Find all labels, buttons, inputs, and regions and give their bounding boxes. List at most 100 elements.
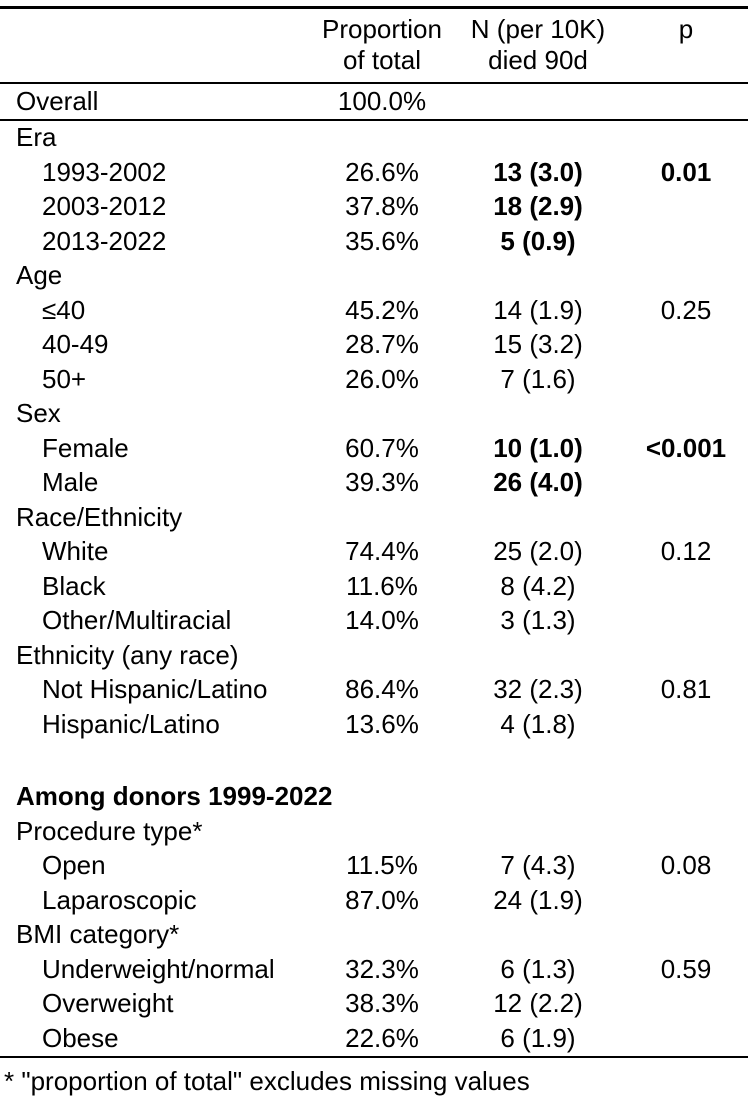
percent-cell: 74.4% — [345, 536, 419, 567]
header-n-cell: N (per 10K) died 90d — [452, 7, 624, 84]
p-cell — [624, 987, 748, 1022]
table-row: Hispanic/Latino 13.6% 4 (1.8) — [0, 707, 748, 742]
percent-cell: 14.0% — [345, 605, 419, 636]
percent-cell: 13.6% — [345, 708, 419, 739]
n-cell: 26 (4.0) — [493, 467, 583, 498]
section-row: Sex — [0, 397, 748, 432]
n-cell: 15 (3.2) — [493, 329, 583, 360]
row-label: Male — [42, 467, 99, 498]
header-n-line1: N (per 10K) — [470, 14, 606, 44]
row-label: Other/Multiracial — [42, 605, 232, 636]
row-label: 40-49 — [42, 329, 109, 360]
table-row: Male 39.3% 26 (4.0) — [0, 466, 748, 501]
header-percent-line1: Proportion — [322, 14, 442, 44]
table-row: Other/Multiracial 14.0% 3 (1.3) — [0, 604, 748, 639]
section-label: Race/Ethnicity — [16, 501, 183, 532]
table-row: 2003-2012 37.8% 18 (2.9) — [0, 190, 748, 225]
n-cell: 13 (3.0) — [493, 156, 583, 187]
table-row: 40-49 28.7% 15 (3.2) — [0, 328, 748, 363]
section-row: BMI category* — [0, 918, 748, 953]
n-cell: 4 (1.8) — [500, 708, 576, 739]
p-cell — [624, 83, 748, 121]
section-label: Among donors 1999-2022 — [16, 781, 333, 812]
p-cell — [624, 224, 748, 259]
p-cell: 0.12 — [660, 536, 712, 567]
table-row: Underweight/normal 32.3% 6 (1.3) 0.59 — [0, 952, 748, 987]
n-cell: 12 (2.2) — [493, 988, 583, 1019]
row-label: Underweight/normal — [42, 953, 275, 984]
percent-cell: 38.3% — [345, 988, 419, 1019]
header-n-line2: died 90d — [488, 45, 588, 75]
p-cell — [624, 569, 748, 604]
table-row: Black 11.6% 8 (4.2) — [0, 569, 748, 604]
p-cell: 0.25 — [660, 294, 712, 325]
table-row: 1993-2002 26.6% 13 (3.0) 0.01 — [0, 155, 748, 190]
table-row: ≤40 45.2% 14 (1.9) 0.25 — [0, 293, 748, 328]
p-cell — [624, 362, 748, 397]
n-cell: 14 (1.9) — [493, 294, 583, 325]
row-label: 1993-2002 — [42, 156, 167, 187]
row-label: Hispanic/Latino — [42, 708, 220, 739]
percent-cell: 86.4% — [345, 674, 419, 705]
p-cell — [624, 190, 748, 225]
section-row: Ethnicity (any race) — [0, 638, 748, 673]
percent-cell: 26.6% — [345, 156, 419, 187]
header-label-cell — [0, 7, 312, 84]
table-row: Open 11.5% 7 (4.3) 0.08 — [0, 849, 748, 884]
row-label: Laparoscopic — [42, 884, 197, 915]
row-label: White — [42, 536, 109, 567]
p-cell: 0.59 — [660, 953, 712, 984]
percent-cell: 28.7% — [345, 329, 419, 360]
table-row: Obese 22.6% 6 (1.9) — [0, 1021, 748, 1058]
header-row: Proportion of total N (per 10K) died 90d… — [0, 7, 748, 84]
percent-cell: 11.5% — [346, 850, 418, 881]
p-cell — [624, 328, 748, 363]
n-cell: 6 (1.9) — [452, 1021, 624, 1058]
percent-cell: 39.3% — [345, 467, 419, 498]
header-percent-line2: of total — [342, 45, 422, 75]
percent-cell: 35.6% — [345, 225, 419, 256]
n-cell: 7 (1.6) — [500, 363, 576, 394]
row-label: Black — [42, 570, 106, 601]
p-cell: <0.001 — [645, 432, 727, 463]
n-cell — [452, 83, 624, 121]
percent-cell: 11.6% — [346, 570, 418, 601]
table-row: 50+ 26.0% 7 (1.6) — [0, 362, 748, 397]
percent-cell: 32.3% — [345, 953, 419, 984]
section-label: Ethnicity (any race) — [16, 639, 239, 670]
n-cell: 10 (1.0) — [493, 432, 583, 463]
spacer-row — [0, 742, 748, 780]
percent-cell: 37.8% — [345, 191, 419, 222]
percent-cell: 60.7% — [345, 432, 419, 463]
percent-cell: 100.0% — [312, 83, 452, 121]
summary-table: Proportion of total N (per 10K) died 90d… — [0, 6, 748, 1058]
percent-cell: 22.6% — [312, 1021, 452, 1058]
section-label: Age — [16, 260, 63, 291]
p-cell — [624, 883, 748, 918]
row-label: Female — [42, 432, 129, 463]
n-cell: 5 (0.9) — [500, 225, 576, 256]
table-header: Proportion of total N (per 10K) died 90d… — [0, 7, 748, 84]
table-body: Overall 100.0% Era 1993-2002 26.6% 13 (3.0) 0.… — [0, 83, 748, 1058]
section-row: Procedure type* — [0, 814, 748, 849]
p-cell — [624, 707, 748, 742]
table-row: Female 60.7% 10 (1.0) <0.001 — [0, 431, 748, 466]
row-label: Overall — [0, 83, 312, 121]
spacer-cell — [0, 742, 748, 780]
section-row: Race/Ethnicity — [0, 500, 748, 535]
p-cell — [624, 466, 748, 501]
n-cell: 8 (4.2) — [500, 570, 576, 601]
percent-cell: 26.0% — [345, 363, 419, 394]
p-cell — [624, 1021, 748, 1058]
header-percent-cell: Proportion of total — [312, 7, 452, 84]
section-row: Age — [0, 259, 748, 294]
table-row: Overall 100.0% — [0, 83, 748, 121]
row-label: Not Hispanic/Latino — [42, 674, 268, 705]
header-p-cell: p — [624, 7, 748, 84]
table-row: 2013-2022 35.6% 5 (0.9) — [0, 224, 748, 259]
section-row: Among donors 1999-2022 — [0, 780, 748, 815]
section-label: Era — [16, 122, 57, 153]
row-label: Obese — [0, 1021, 312, 1058]
n-cell: 24 (1.9) — [493, 884, 583, 915]
